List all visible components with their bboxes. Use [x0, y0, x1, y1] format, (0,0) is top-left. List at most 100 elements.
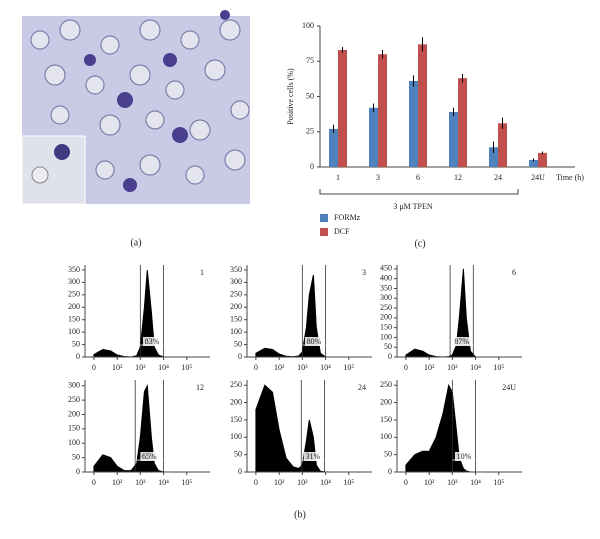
gate-label-bg [303, 452, 322, 461]
x-tick-label: 10⁴ [158, 363, 169, 372]
x-tick-label: 0 [254, 363, 258, 372]
inset [21, 135, 86, 205]
x-tick-label: 0 [254, 478, 258, 487]
micrograph [21, 10, 250, 205]
panel-title: 24 [358, 383, 366, 392]
y-tick-label: 300 [68, 277, 80, 286]
panel-label: (b) [294, 509, 306, 520]
y-axis-label: Positive cells (%) [286, 68, 295, 125]
y-tick-label: 200 [68, 302, 80, 311]
panel-title: 6 [512, 268, 516, 277]
panel-title: 3 [362, 268, 366, 277]
bar [449, 112, 458, 167]
legend-label: FORMz [334, 213, 361, 222]
x-tick-label: 10⁵ [493, 478, 504, 487]
bar [458, 78, 467, 167]
gate-label-bg [140, 452, 159, 461]
x-tick-label: 10³ [135, 363, 146, 372]
bar [338, 49, 347, 167]
panel-title: 12 [196, 383, 204, 392]
x-tick-label: 10⁴ [158, 478, 169, 487]
gate-label-bg [304, 337, 323, 346]
y-tick-label: 100 [302, 21, 314, 30]
x-tick-label: 10³ [135, 478, 146, 487]
y-tick-label: 100 [68, 327, 80, 336]
inset-cell [54, 144, 70, 160]
x-tick-label: 10⁵ [343, 363, 354, 372]
x-tick-label: 24U [531, 173, 545, 182]
bar [529, 159, 538, 167]
y-tick-label: 250 [380, 303, 392, 312]
x-tick-label: 24 [494, 173, 502, 182]
x-tick-label: 0 [92, 478, 96, 487]
y-tick-label: 25 [306, 127, 314, 136]
cells [30, 19, 250, 185]
y-tick-label: 150 [68, 424, 80, 433]
y-tick-label: 50 [306, 91, 314, 100]
y-tick-label: 250 [68, 290, 80, 299]
y-tick-label: 300 [230, 277, 242, 286]
bar [418, 44, 427, 167]
annotation: 3 μM TPEN [393, 202, 432, 211]
gate-label: 80% [307, 337, 322, 346]
y-tick-label: 150 [230, 415, 242, 424]
bar [498, 123, 507, 167]
x-tick-label: 3 [376, 173, 380, 182]
x-tick-label: 10⁴ [320, 363, 331, 372]
annotation-bracket [319, 189, 519, 195]
gate-label: 83% [145, 337, 160, 346]
y-tick-label: 0 [76, 467, 80, 476]
stained-cells [84, 10, 230, 192]
y-tick-label: 300 [68, 381, 80, 390]
panel-label: (a) [130, 237, 141, 248]
x-tick-label: 10³ [447, 478, 458, 487]
x-axis-label: Time (h) [556, 173, 584, 182]
y-tick-label: 150 [380, 322, 392, 331]
x-tick-label: 10⁵ [343, 478, 354, 487]
bar [378, 54, 387, 168]
legend-swatch [320, 228, 328, 236]
y-tick-label: 300 [380, 293, 392, 302]
gate-label: 65% [142, 452, 157, 461]
bar [409, 80, 418, 167]
y-tick-label: 100 [230, 327, 242, 336]
x-tick-label: 12 [454, 173, 462, 182]
histogram-area [255, 274, 328, 358]
gate-label-bg [452, 337, 471, 346]
panel-title: 24U [502, 383, 516, 392]
y-tick-label: 150 [68, 315, 80, 324]
gate-label: 87% [454, 337, 469, 346]
y-tick-label: 400 [380, 274, 392, 283]
y-tick-label: 250 [380, 380, 392, 389]
x-tick-label: 10³ [297, 478, 308, 487]
x-tick-label: 10⁴ [470, 363, 481, 372]
y-tick-label: 100 [380, 332, 392, 341]
y-tick-label: 0 [310, 162, 314, 171]
bar [369, 107, 378, 167]
bar [538, 152, 547, 167]
y-tick-label: 350 [230, 265, 242, 274]
x-tick-label: 10⁵ [181, 478, 192, 487]
y-tick-label: 50 [384, 449, 392, 458]
y-tick-label: 150 [230, 315, 242, 324]
y-tick-label: 50 [384, 342, 392, 351]
x-tick-label: 6 [416, 173, 420, 182]
y-tick-label: 200 [380, 397, 392, 406]
x-tick-label: 10⁴ [470, 478, 481, 487]
y-tick-label: 250 [68, 395, 80, 404]
inset-cell [31, 166, 49, 184]
y-tick-label: 50 [234, 449, 242, 458]
gate-label-bg [454, 452, 473, 461]
x-tick-label: 10³ [447, 363, 458, 372]
panel-title: 1 [200, 268, 204, 277]
x-tick-label: 10⁵ [181, 363, 192, 372]
y-tick-label: 350 [68, 265, 80, 274]
y-tick-label: 150 [380, 415, 392, 424]
y-tick-label: 250 [230, 380, 242, 389]
gate-label-bg [142, 337, 161, 346]
x-tick-label: 10³ [297, 363, 308, 372]
y-tick-label: 75 [306, 56, 314, 65]
x-tick-label: 1 [336, 173, 340, 182]
panel-label: (c) [414, 238, 425, 249]
y-tick-label: 100 [230, 432, 242, 441]
